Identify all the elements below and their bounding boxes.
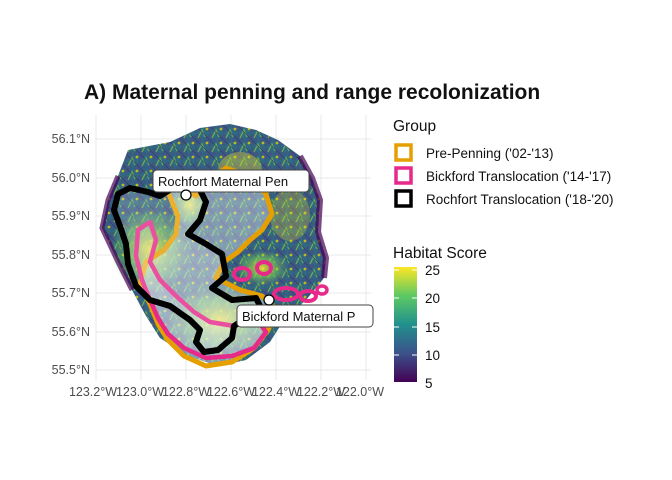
bickford-pen-label: Bickford Maternal P [242,309,355,324]
y-tick: 55.5°N [52,363,90,377]
x-axis: 123.2°W 123.0°W 122.8°W 122.6°W 122.4°W … [69,385,384,399]
y-tick: 55.7°N [52,286,90,300]
x-tick: 122.2°W [297,385,345,399]
y-tick: 55.9°N [52,209,90,223]
bickford-patch-3 [272,286,300,302]
legend-label-bickford: Bickford Translocation ('14-'17) [426,169,611,184]
bickford-patch-1 [232,266,252,282]
x-tick: 123.0°W [116,385,164,399]
bickford-pen: Bickford Maternal P [236,294,374,328]
habitat-tick: 10 [425,348,440,363]
bickford-patch-4 [298,289,318,303]
legend-key-pre-penning [394,143,413,162]
habitat-tick: 5 [425,376,433,391]
habitat-tick: 25 [425,263,440,278]
legend-key-rochfort [394,189,413,208]
y-tick: 55.8°N [52,248,90,262]
group-legend: Group Pre-Penning ('02-'13) Bickford Tra… [393,118,614,208]
habitat-colorbar [394,267,417,382]
x-tick: 122.0°W [336,385,384,399]
rochfort-translocation-range [111,177,265,355]
bickford-pen-label-box [236,304,374,328]
group-legend-title: Group [393,118,436,135]
x-tick: 122.6°W [207,385,255,399]
chart-title: A) Maternal penning and range recoloniza… [84,81,540,104]
bickford-pen-marker [263,294,275,306]
habitat-tick: 20 [425,291,440,306]
x-tick: 122.8°W [162,385,210,399]
rochfort-pen-marker [180,189,192,201]
habitat-tick: 15 [425,320,440,335]
legend-key-bickford [394,166,413,185]
y-tick: 56.0°N [52,171,90,185]
rochfort-pen-label-box [152,169,310,193]
bickford-translocation-range [133,219,269,361]
rochfort-pen: Rochfort Maternal Pen [152,169,310,201]
x-tick: 123.2°W [69,385,117,399]
x-tick: 122.4°W [252,385,300,399]
habitat-legend: Habitat Score 25 20 15 10 5 [393,245,487,391]
y-tick: 56.1°N [52,132,90,146]
bickford-patch-2 [255,260,273,276]
bickford-patch-5 [315,284,329,296]
y-axis: 56.1°N 56.0°N 55.9°N 55.8°N 55.7°N 55.6°… [52,132,90,377]
rochfort-pen-label: Rochfort Maternal Pen [158,174,288,189]
y-tick: 55.6°N [52,325,90,339]
legend-label-pre-penning: Pre-Penning ('02-'13) [426,146,553,161]
habitat-legend-title: Habitat Score [393,245,487,262]
legend-label-rochfort: Rochfort Translocation ('18-'20) [426,192,614,207]
